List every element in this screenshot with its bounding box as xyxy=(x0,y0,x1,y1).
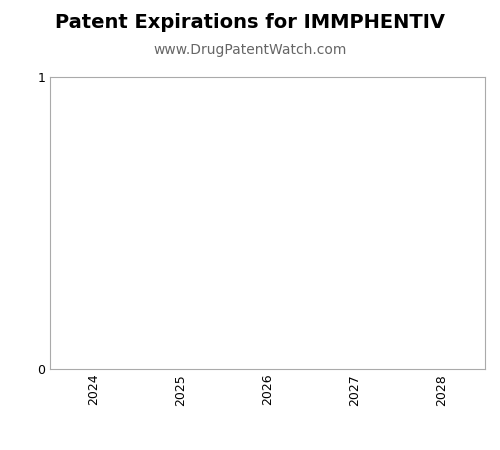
Text: www.DrugPatentWatch.com: www.DrugPatentWatch.com xyxy=(154,43,346,57)
Text: Patent Expirations for IMMPHENTIV: Patent Expirations for IMMPHENTIV xyxy=(55,14,445,32)
